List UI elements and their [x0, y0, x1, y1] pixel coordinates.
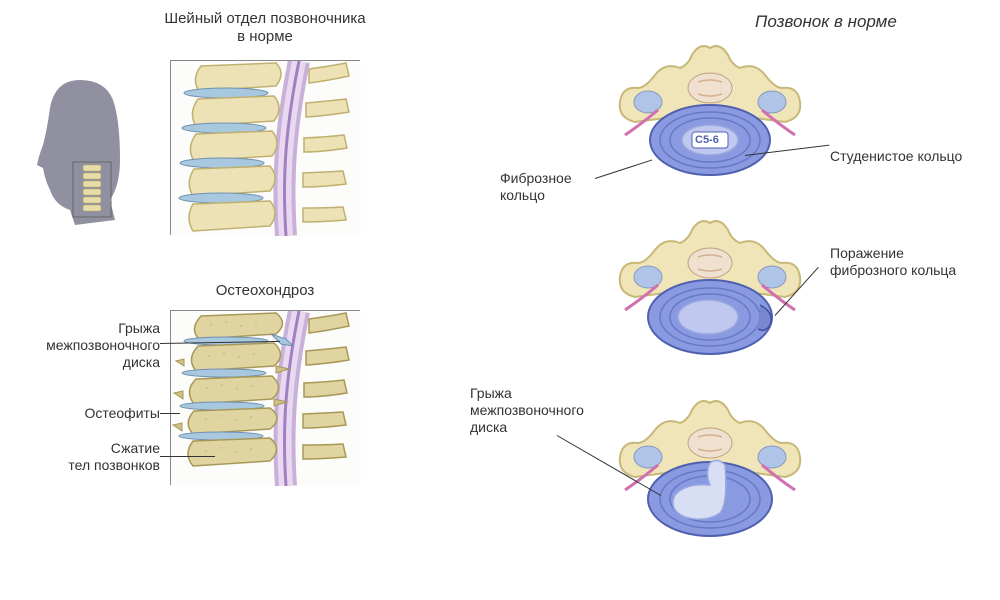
callout-fibrous-text: Фиброзноекольцо — [500, 170, 572, 203]
callout-herniation-right: Грыжамежпозвоночногодиска — [470, 385, 610, 435]
vertebra-c56-label: C5-6 — [695, 134, 719, 147]
callout-osteophytes: Остеофиты — [40, 405, 160, 422]
title-vertebra-normal-text: Позвонок в норме — [755, 12, 897, 31]
callout-osteophytes-text: Остеофиты — [84, 405, 160, 421]
callout-fibrous: Фиброзноекольцо — [500, 170, 600, 204]
title-cervical-normal: Шейный отдел позвоночникав норме — [140, 10, 390, 46]
vertebra-c56-text: C5-6 — [695, 134, 719, 146]
callout-nucleus: Студенистое кольцо — [830, 148, 962, 165]
callout-fibrous-damage-text: Поражениефиброзного кольца — [830, 245, 956, 278]
title-cervical-normal-text: Шейный отдел позвоночникав норме — [164, 10, 365, 45]
vertebra-cross-herniated-icon — [610, 395, 810, 555]
callout-compression: Сжатиетел позвонков — [30, 440, 160, 474]
title-osteo-text: Остеохондроз — [216, 282, 315, 299]
vertebra-cross-normal-icon — [610, 40, 810, 190]
title-vertebra-normal: Позвонок в норме — [755, 12, 935, 32]
callout-herniation-left: Грыжамежпозвоночногодиска — [10, 320, 160, 370]
callout-nucleus-text: Студенистое кольцо — [830, 148, 962, 164]
panel-osteochondrosis — [170, 310, 360, 485]
callout-fibrous-damage: Поражениефиброзного кольца — [830, 245, 956, 279]
title-osteochondrosis: Остеохондроз — [190, 282, 340, 300]
panel-cervical-normal — [170, 60, 360, 235]
callout-herniation-right-text: Грыжамежпозвоночногодиска — [470, 385, 584, 435]
callout-compression-text: Сжатиетел позвонков — [68, 440, 160, 473]
spine-normal-icon — [171, 61, 361, 236]
head-silhouette-icon — [25, 70, 145, 230]
vertebra-cross-damaged-icon — [610, 215, 810, 370]
spine-osteo-icon — [171, 311, 361, 486]
leader-osteophytes — [160, 413, 180, 414]
callout-herniation-left-text: Грыжамежпозвоночногодиска — [46, 320, 160, 370]
leader-compression — [160, 456, 215, 457]
